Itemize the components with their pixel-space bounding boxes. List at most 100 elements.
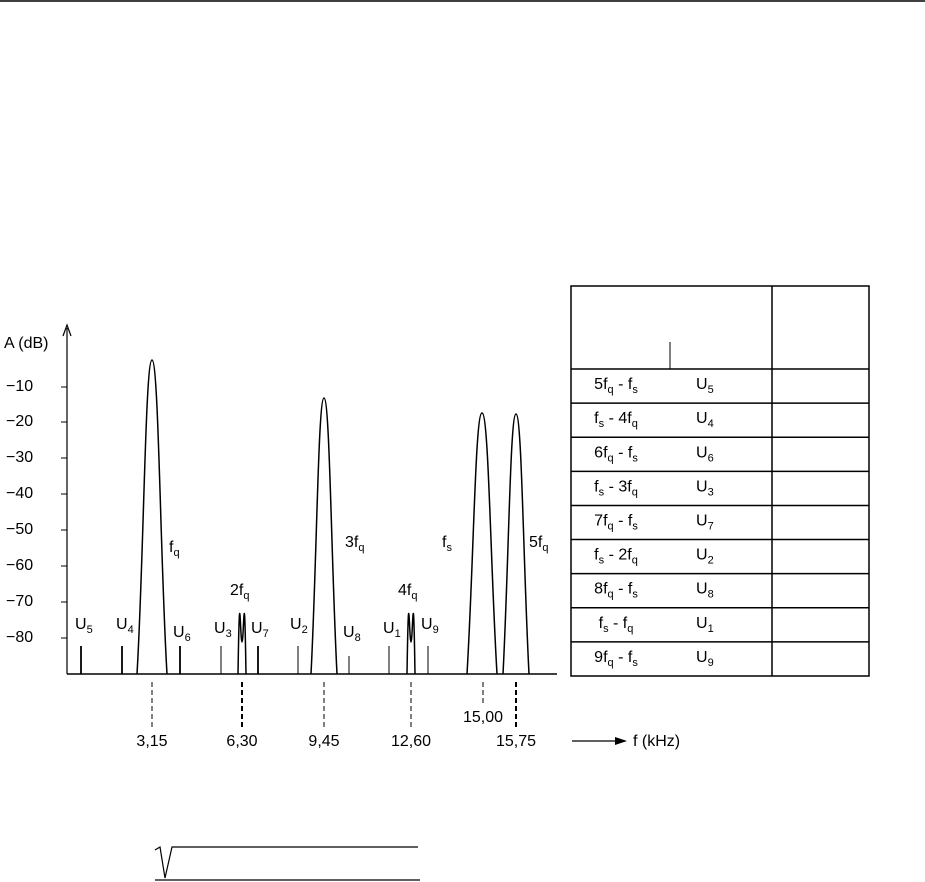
- text-part: f: [594, 547, 599, 564]
- y-tick-label: −50: [6, 521, 33, 538]
- subscript: s: [603, 623, 609, 635]
- f-arrowhead: [615, 737, 627, 745]
- text-part: - 2f: [604, 547, 632, 564]
- text-part: - 4f: [604, 410, 632, 427]
- y-tick-label: −20: [6, 413, 33, 430]
- y-tick-label: −30: [6, 449, 33, 466]
- text-part: U: [696, 376, 708, 393]
- subscript: q: [608, 520, 614, 532]
- label: U2: [696, 547, 714, 567]
- text-part: U: [696, 581, 708, 598]
- label: U2: [290, 616, 308, 636]
- subscript: 9: [708, 657, 714, 669]
- subscript: s: [632, 452, 638, 464]
- subscript: s: [632, 520, 638, 532]
- text-part: U: [696, 444, 708, 461]
- y-arrow: [62, 323, 72, 337]
- label: U9: [421, 616, 439, 636]
- subscript: q: [411, 590, 417, 602]
- label: 6fq - fs: [594, 444, 638, 464]
- label: fs - 3fq: [594, 479, 638, 499]
- text-part: U: [696, 410, 708, 427]
- label: U6: [173, 624, 191, 644]
- text-part: - f: [614, 649, 633, 666]
- subscript: q: [608, 657, 614, 669]
- subscript: q: [173, 547, 179, 559]
- label: U4: [116, 616, 134, 636]
- subscript: 6: [185, 632, 191, 644]
- x-tick-label: 15,00: [463, 709, 503, 726]
- x-tick-label: 6,30: [226, 733, 257, 750]
- text-part: - f: [609, 615, 628, 632]
- subscript: 7: [708, 520, 714, 532]
- label: U9: [696, 649, 714, 669]
- text-part: U: [290, 616, 302, 633]
- text-part: f: [442, 534, 447, 551]
- subscript: 8: [355, 632, 361, 644]
- subscript: s: [599, 555, 605, 567]
- subscript: 8: [708, 589, 714, 601]
- subscript: q: [608, 384, 614, 396]
- label: 2fq: [230, 582, 249, 602]
- text-part: 7f: [594, 513, 608, 530]
- y-axis-label: A (dB): [4, 335, 48, 352]
- text-part: f: [599, 615, 604, 632]
- subscript: 3: [708, 486, 714, 498]
- subscript: s: [446, 542, 452, 554]
- text-part: U: [214, 620, 226, 637]
- x-tick-label: 15,75: [496, 733, 536, 750]
- label: 5fq - fs: [594, 376, 638, 396]
- subscript: 5: [87, 624, 93, 636]
- text-part: 2f: [230, 582, 244, 599]
- peak: [406, 612, 416, 675]
- peak: [502, 413, 530, 675]
- subscript: 2: [302, 624, 308, 636]
- subscript: 2: [708, 555, 714, 567]
- label: 4fq: [398, 582, 417, 602]
- peak: [310, 397, 338, 675]
- text-part: U: [696, 547, 708, 564]
- subscript: q: [632, 486, 638, 498]
- text-part: - f: [614, 444, 633, 461]
- subscript: 5: [708, 384, 714, 396]
- text-part: U: [383, 620, 395, 637]
- text-part: 6f: [594, 444, 608, 461]
- subscript: s: [632, 657, 638, 669]
- subscript: 7: [263, 628, 269, 640]
- label: U8: [696, 581, 714, 601]
- label: fs - 4fq: [594, 410, 638, 430]
- x-tick-label: 9,45: [308, 733, 339, 750]
- subscript: 6: [708, 452, 714, 464]
- label: fq: [169, 539, 180, 559]
- label: U5: [75, 616, 93, 636]
- text-part: f: [594, 410, 599, 427]
- y-tick-label: −10: [6, 378, 33, 395]
- subscript: 3: [226, 628, 232, 640]
- text-part: f: [169, 539, 174, 556]
- text-part: U: [696, 649, 708, 666]
- label: 3fq: [345, 534, 364, 554]
- label: fs: [442, 534, 452, 554]
- text-part: f: [594, 479, 599, 496]
- label: 5fq: [529, 534, 548, 554]
- peak: [466, 412, 498, 675]
- x-tick-label: 3,15: [136, 733, 167, 750]
- sqrt-sign: [154, 846, 418, 879]
- text-part: 3f: [345, 534, 359, 551]
- text-part: 5f: [594, 376, 608, 393]
- y-tick-label: −40: [6, 485, 33, 502]
- text-part: - 3f: [604, 479, 632, 496]
- label: U5: [696, 376, 714, 396]
- subscript: 1: [395, 628, 401, 640]
- label: fs - fq: [599, 615, 634, 635]
- text-part: U: [173, 624, 185, 641]
- x-axis-label: f (kHz): [633, 733, 680, 750]
- subscript: q: [627, 623, 633, 635]
- text-part: U: [696, 615, 708, 632]
- subscript: q: [608, 452, 614, 464]
- label: U3: [214, 620, 232, 640]
- text-part: U: [116, 616, 128, 633]
- label: 7fq - fs: [594, 513, 638, 533]
- subscript: 1: [708, 623, 714, 635]
